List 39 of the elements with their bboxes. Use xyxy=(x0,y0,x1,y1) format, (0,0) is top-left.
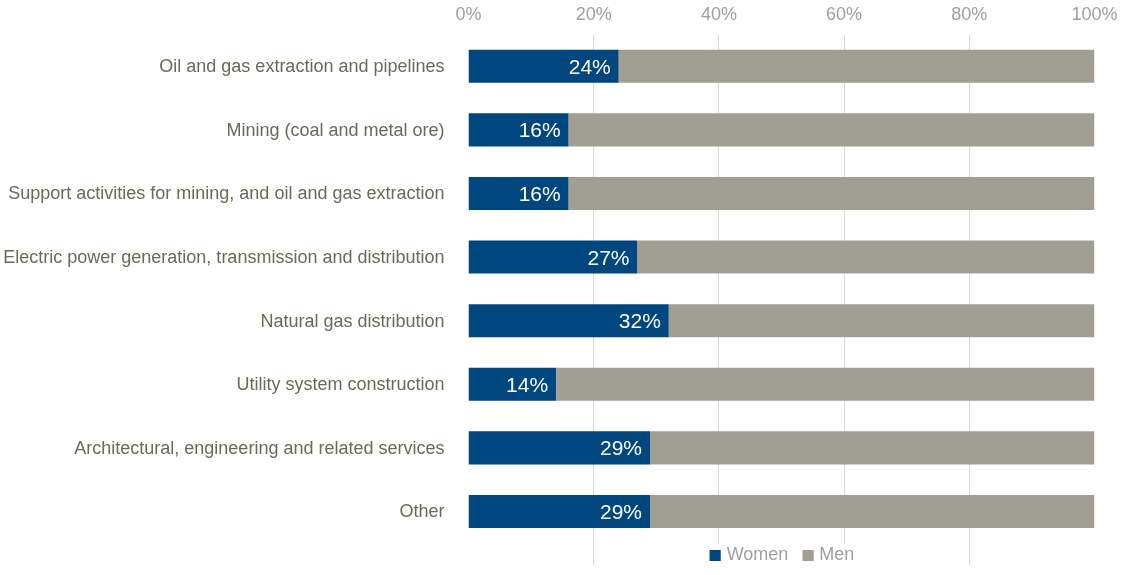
legend-label: Women xyxy=(726,544,789,565)
bar xyxy=(568,176,1095,211)
bar xyxy=(468,176,569,211)
bar xyxy=(468,431,651,465)
x-tick-label: 40% xyxy=(700,3,737,24)
y-tick-label: Architectural, engineering and related services xyxy=(74,437,445,458)
bar xyxy=(468,113,569,147)
data-label: 16% xyxy=(518,118,561,142)
y-tick-label: Other xyxy=(399,501,445,522)
bar xyxy=(468,49,619,83)
data-label: 16% xyxy=(518,181,561,205)
bar xyxy=(650,494,1095,528)
legend-label: Men xyxy=(819,544,855,565)
bar xyxy=(668,304,1095,338)
bar xyxy=(568,113,1095,147)
bar xyxy=(556,367,1095,401)
y-tick-label: Mining (coal and metal ore) xyxy=(226,119,445,140)
data-label: 32% xyxy=(618,309,661,333)
y-tick-label: Utility system construction xyxy=(236,374,445,395)
y-tick-label: Support activities for mining, and oil and gas extraction xyxy=(8,183,445,204)
data-label: 27% xyxy=(587,245,630,269)
x-tick-label: 100% xyxy=(1071,3,1118,24)
data-label: 24% xyxy=(568,54,611,78)
x-tick-label: 80% xyxy=(951,3,988,24)
bar xyxy=(468,494,651,528)
y-tick-label: Oil and gas extraction and pipelines xyxy=(159,56,445,77)
data-label: 29% xyxy=(600,499,643,523)
bar xyxy=(650,431,1095,465)
bar xyxy=(618,49,1095,83)
y-tick-label: Natural gas distribution xyxy=(260,310,445,331)
data-label: 14% xyxy=(506,372,549,396)
bar xyxy=(468,304,669,338)
x-tick-label: 0% xyxy=(455,3,482,24)
bar xyxy=(468,240,638,274)
x-tick-label: 20% xyxy=(575,3,612,24)
x-tick-label: 60% xyxy=(826,3,863,24)
y-tick-label: Electric power generation, transmission and distribution xyxy=(3,247,445,268)
bar xyxy=(637,240,1095,274)
data-label: 29% xyxy=(600,436,643,460)
